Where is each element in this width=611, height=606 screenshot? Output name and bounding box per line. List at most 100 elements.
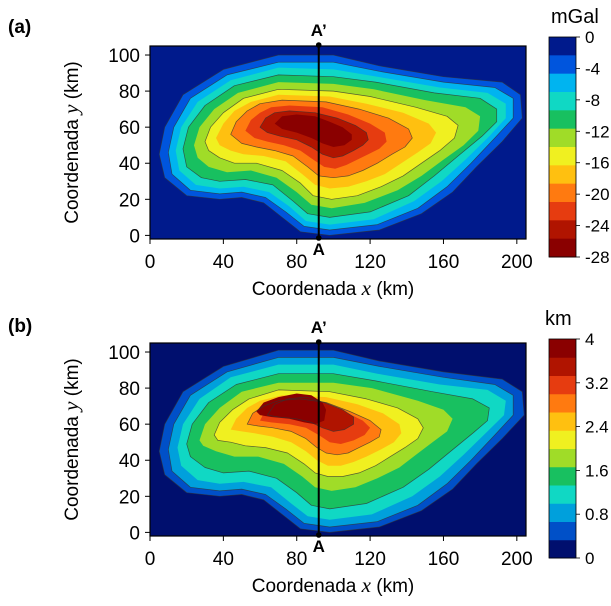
filled-contours (158, 349, 525, 533)
x-axis-label-part: x (361, 573, 372, 597)
y-axis-label-part: Coordenada (62, 114, 83, 224)
colorbar-tick-label: -20 (585, 185, 610, 204)
panel-a: (a) A’ A 0 40 80 120 160 200 0 20 40 60 80 100 Coordena… (8, 6, 610, 300)
contour-fill-11 (274, 114, 352, 147)
y-tick-label: 80 (119, 379, 140, 400)
contour-line-8 (246, 398, 382, 456)
colorbar-tick-label: 3.2 (585, 374, 609, 393)
x-tick-label: 120 (354, 549, 386, 570)
colorbar-segment (549, 448, 576, 468)
colorbar-frame (548, 338, 577, 559)
x-tick-label: 80 (286, 549, 307, 570)
panel-label: (b) (8, 316, 32, 337)
colorbar-tick-label: -24 (585, 217, 610, 236)
y-tick-label: 40 (119, 451, 140, 472)
colorbar-segment (549, 73, 576, 93)
colorbar-segment (549, 503, 576, 522)
colorbar-segment (549, 92, 576, 111)
colorbar-unit: mGal (551, 6, 599, 28)
panel-b: (b) A’A0 40 80 120 160 200020406080100Coordena… (8, 308, 609, 597)
colorbar-segment (549, 128, 576, 148)
colorbar-segment (549, 110, 576, 130)
contour-line-8 (230, 99, 413, 179)
x-tick-label: 40 (213, 549, 234, 570)
colorbar-segment (549, 466, 576, 486)
contour-line-4 (186, 373, 490, 510)
colorbar-segment (549, 238, 576, 258)
colorbar-tick-label: -12 (585, 122, 610, 141)
x-axis-label: Coordenada x (km) (252, 276, 414, 300)
colorbar-segment (549, 183, 576, 203)
profile-end-label: A’ (311, 21, 327, 40)
colorbar-segment (549, 55, 576, 75)
colorbar-segment (549, 375, 576, 395)
y-tick-label: 20 (119, 190, 140, 211)
x-axis-label-part: (km) (371, 279, 414, 300)
colorbar-segment (549, 220, 576, 240)
profile-end-marker (315, 42, 322, 48)
contour-line-1 (158, 54, 523, 236)
x-tick-label: 200 (501, 252, 533, 273)
colorbar-segment (549, 147, 576, 166)
colorbar-frame (548, 36, 577, 258)
plot-frame (149, 342, 527, 537)
x-tick-label: 0 (145, 549, 156, 570)
x-axis-label: Coordenada x (km) (252, 573, 414, 597)
colorbar-tick-label: -4 (585, 59, 600, 78)
y-axis-label-part: Coordenada (62, 411, 83, 521)
colorbar-tick-label: 2.4 (585, 418, 609, 437)
colorbar-segment (549, 485, 576, 504)
y-axis-label-part: y (59, 104, 83, 116)
x-tick-label: 160 (428, 252, 460, 273)
panel-label: (a) (8, 17, 31, 38)
x-tick-label: 200 (501, 549, 533, 570)
colorbar-tick-label: -8 (585, 91, 600, 110)
colorbar-segment (549, 202, 576, 221)
contour-line-10 (267, 396, 354, 432)
colorbar-tick-label: -28 (585, 248, 610, 267)
contour-line-4 (182, 74, 498, 218)
profile-start-label: A (313, 240, 325, 259)
y-tick-label: 60 (119, 118, 140, 139)
plot-frame (149, 45, 527, 240)
colorbar-segment (549, 339, 576, 358)
contour-line-6 (213, 389, 424, 477)
colorbar: 4 3.2 2.4 1.6 0.8 0 km (545, 308, 609, 568)
profile-end-label: A’ (311, 318, 327, 337)
x-tick-label: 120 (354, 252, 386, 273)
contour-line-10 (259, 110, 369, 159)
x-axis-label-part: x (361, 276, 372, 300)
contour-line-1 (158, 349, 525, 533)
colorbar-unit: km (545, 308, 572, 330)
contour-line-2 (167, 61, 514, 231)
colorbar-tick-label: 1.6 (585, 461, 609, 480)
x-tick-label: 80 (286, 252, 307, 273)
colorbar-segment (549, 539, 576, 559)
y-tick-label: 100 (108, 46, 140, 67)
contour-line-2 (167, 357, 514, 528)
x-axis-label-part: Coordenada (252, 279, 362, 300)
colorbar-segment (549, 37, 576, 56)
filled-contours (158, 54, 523, 236)
colorbar-segment (549, 165, 576, 185)
y-tick-label: 80 (119, 82, 140, 103)
colorbar-tick-label: 0 (585, 549, 594, 568)
y-tick-label: 0 (129, 523, 140, 544)
x-tick-label: 40 (213, 252, 234, 273)
colorbar-segment (549, 357, 576, 376)
colorbar-tick-label: -16 (585, 154, 610, 173)
x-tick-label: 0 (145, 252, 156, 273)
colorbar-segment (549, 393, 576, 413)
colorbar-tick-label: 0 (585, 28, 594, 47)
y-tick-label: 100 (108, 343, 140, 364)
profile-start-label: A (313, 537, 325, 556)
x-tick-label: 160 (428, 549, 460, 570)
y-axis-label: Coordenada y (km) (59, 358, 83, 520)
colorbar-segment (549, 521, 576, 541)
y-axis-label-part: (km) (62, 61, 83, 104)
y-axis-label-part: (km) (62, 358, 83, 401)
colorbar: 0 -4 -8 -12 -16 -20 -24 -28 mGal (548, 6, 610, 267)
contour-line-6 (204, 88, 459, 200)
